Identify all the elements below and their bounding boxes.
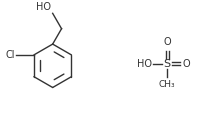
- Text: HO: HO: [137, 59, 152, 69]
- Text: CH₃: CH₃: [159, 80, 175, 89]
- Text: O: O: [183, 59, 191, 69]
- Text: S: S: [164, 59, 171, 69]
- Text: Cl: Cl: [6, 50, 15, 60]
- Text: HO: HO: [36, 2, 51, 12]
- Text: O: O: [163, 37, 171, 47]
